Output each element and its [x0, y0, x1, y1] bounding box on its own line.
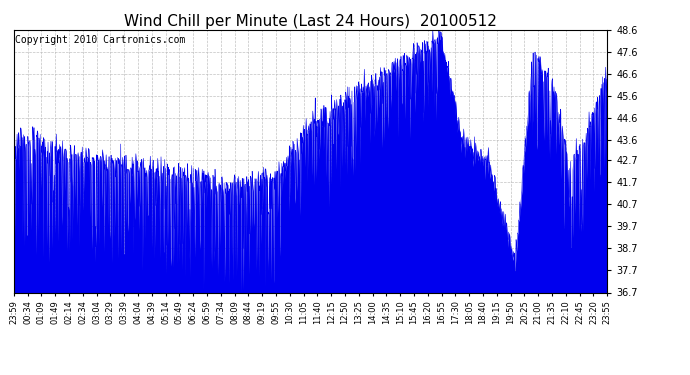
Title: Wind Chill per Minute (Last 24 Hours)  20100512: Wind Chill per Minute (Last 24 Hours) 20… [124, 14, 497, 29]
Text: Copyright 2010 Cartronics.com: Copyright 2010 Cartronics.com [15, 35, 186, 45]
